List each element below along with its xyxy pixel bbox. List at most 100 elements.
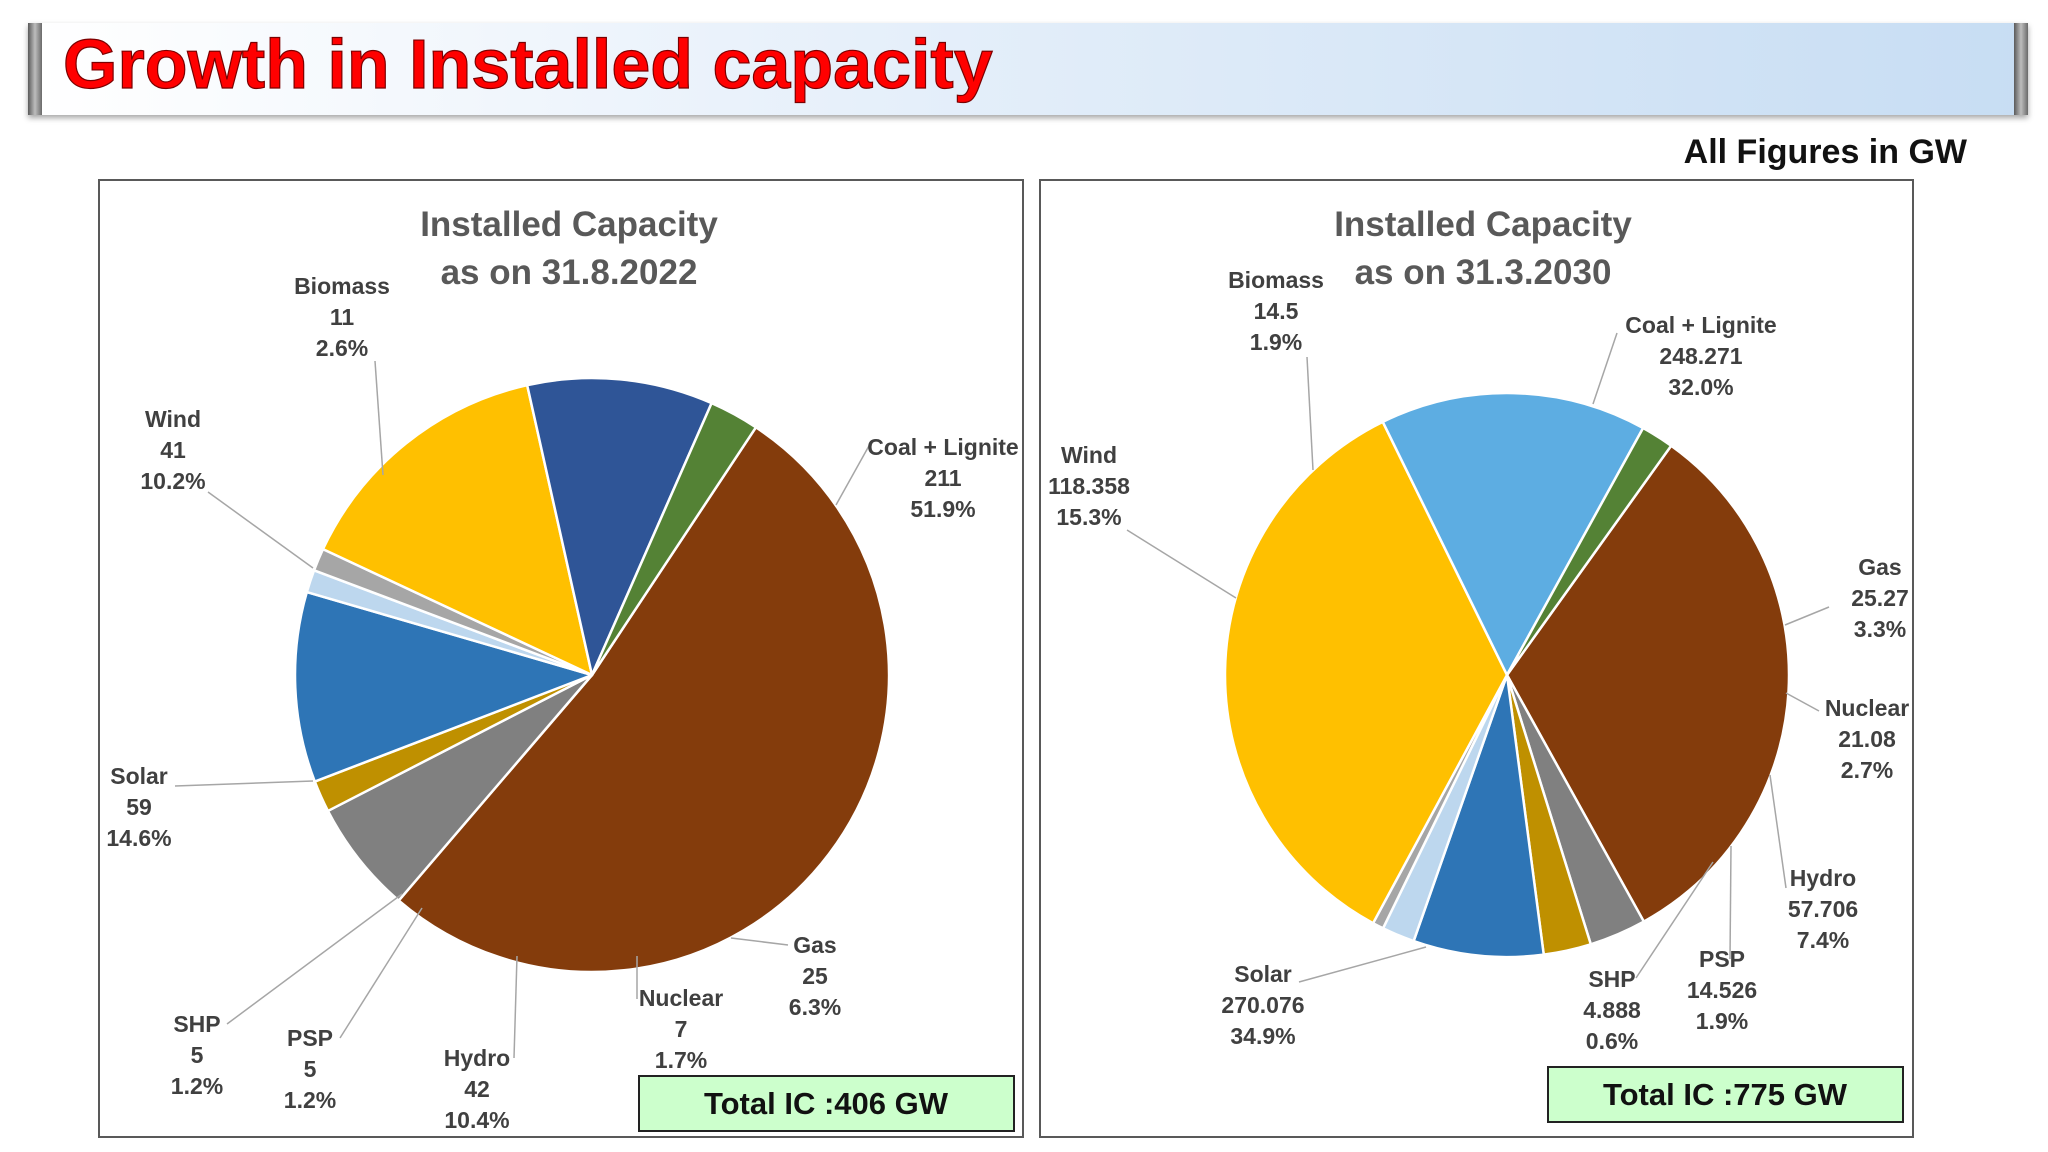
leader-line-wind bbox=[207, 491, 314, 569]
total-box bbox=[1547, 1066, 1904, 1123]
pie-slice-coal-lignite bbox=[397, 426, 891, 974]
slice-label-value-nuclear: 7 bbox=[675, 1016, 688, 1042]
leader-line-gas bbox=[1784, 606, 1830, 626]
slice-label-name-shp: SHP bbox=[1588, 966, 1635, 992]
slice-label-name-hydro: Hydro bbox=[444, 1045, 510, 1071]
leader-line-solar bbox=[174, 780, 314, 787]
chart-title: Installed Capacity bbox=[420, 205, 718, 244]
leader-line-wind bbox=[1126, 529, 1237, 599]
pie-labels-2022: Coal + Lignite 211 51.9% Gas 25 6.3% Nuclear 7 1… bbox=[106, 273, 1018, 1133]
slice-label-name-gas: Gas bbox=[1858, 554, 1901, 580]
leader-line-shp bbox=[226, 893, 403, 1025]
slice-label-value-biomass: 11 bbox=[330, 304, 355, 330]
slice-label-value-hydro: 42 bbox=[464, 1076, 490, 1102]
pie-slice-solar bbox=[321, 383, 594, 677]
page-title: Growth in Installed capacity bbox=[63, 25, 993, 103]
slice-label-percent-shp: 0.6% bbox=[1586, 1028, 1638, 1054]
chart-panel-2030: Installed Capacity as on 31.3.2030 Coal … bbox=[1039, 179, 1914, 1138]
slice-label-value-coal-lignite: 211 bbox=[924, 465, 961, 491]
slice-label-name-biomass: Biomass bbox=[294, 273, 390, 299]
slice-label-name-psp: PSP bbox=[1699, 946, 1745, 972]
pie-labels-2030: Coal + Lignite 248.271 32.0% Gas 25.27 3.3% Nu… bbox=[1048, 267, 1909, 1054]
slice-label-name-psp: PSP bbox=[287, 1025, 333, 1051]
slice-label-name-coal-lignite: Coal + Lignite bbox=[867, 434, 1018, 460]
leader-line-hydro bbox=[1769, 774, 1787, 889]
total-label: Total IC :406 GW bbox=[704, 1086, 949, 1121]
slice-label-value-nuclear: 21.08 bbox=[1838, 726, 1896, 752]
slice-label-value-solar: 59 bbox=[126, 794, 152, 820]
pie-slice-biomass bbox=[1505, 426, 1673, 677]
slice-label-percent-nuclear: 1.7% bbox=[655, 1047, 707, 1073]
slice-label-value-gas: 25 bbox=[802, 963, 828, 989]
slice-label-percent-wind: 15.3% bbox=[1056, 504, 1121, 530]
pie-slice-coal-lignite bbox=[1505, 444, 1791, 923]
slice-label-name-nuclear: Nuclear bbox=[1825, 695, 1909, 721]
total-box bbox=[638, 1075, 1015, 1132]
leader-line-solar bbox=[1298, 946, 1427, 983]
pie-2022 bbox=[293, 376, 891, 974]
slice-label-percent-biomass: 2.6% bbox=[316, 335, 368, 361]
leader-line-coal-lignite bbox=[835, 443, 871, 506]
slice-label-value-hydro: 57.706 bbox=[1788, 896, 1858, 922]
slice-label-value-shp: 5 bbox=[191, 1042, 204, 1068]
slice-label-value-biomass: 14.5 bbox=[1254, 298, 1299, 324]
slice-label-percent-biomass: 1.9% bbox=[1250, 329, 1302, 355]
slice-label-percent-hydro: 10.4% bbox=[444, 1107, 509, 1133]
leader-line-biomass bbox=[374, 360, 384, 476]
pie-slice-biomass bbox=[590, 401, 758, 677]
slice-label-name-hydro: Hydro bbox=[1790, 865, 1856, 891]
leader-line-coal-lignite bbox=[1592, 332, 1618, 405]
leader-line-nuclear bbox=[1785, 692, 1820, 712]
pie-slice-hydro bbox=[293, 590, 594, 783]
slice-label-name-solar: Solar bbox=[1234, 961, 1292, 987]
slice-label-percent-coal-lignite: 51.9% bbox=[910, 496, 975, 522]
slice-label-name-solar: Solar bbox=[110, 763, 168, 789]
chart-panel-2022: Installed Capacity as on 31.8.2022 Coal … bbox=[98, 179, 1024, 1138]
slice-label-percent-psp: 1.9% bbox=[1696, 1008, 1748, 1034]
slice-label-value-wind: 41 bbox=[160, 437, 186, 463]
pie-slice-wind bbox=[525, 376, 713, 677]
slice-label-value-coal-lignite: 248.271 bbox=[1659, 343, 1742, 369]
slice-label-percent-gas: 6.3% bbox=[789, 994, 841, 1020]
slice-label-percent-psp: 1.2% bbox=[284, 1087, 336, 1113]
chart-subtitle: as on 31.8.2022 bbox=[441, 253, 698, 292]
leader-line-psp bbox=[339, 907, 423, 1039]
leader-line-hydro bbox=[513, 955, 518, 1059]
slice-label-percent-gas: 3.3% bbox=[1854, 616, 1906, 642]
pie-slice-hydro bbox=[1412, 673, 1545, 959]
slice-label-percent-wind: 10.2% bbox=[140, 468, 205, 494]
slice-label-value-wind: 118.358 bbox=[1048, 473, 1130, 499]
chart-title: Installed Capacity bbox=[1334, 205, 1632, 244]
leader-line-biomass bbox=[1306, 356, 1314, 471]
leader-line-shp bbox=[1635, 861, 1714, 979]
slice-label-percent-hydro: 7.4% bbox=[1797, 927, 1849, 953]
total-label: Total IC :775 GW bbox=[1603, 1077, 1848, 1112]
slice-label-value-shp: 4.888 bbox=[1583, 997, 1641, 1023]
slice-label-name-wind: Wind bbox=[1061, 442, 1117, 468]
slice-label-value-psp: 14.526 bbox=[1687, 977, 1757, 1003]
slice-label-percent-coal-lignite: 32.0% bbox=[1668, 374, 1733, 400]
slice-label-value-gas: 25.27 bbox=[1851, 585, 1909, 611]
pie-2030 bbox=[1223, 391, 1791, 959]
leader-line-gas bbox=[730, 937, 789, 946]
slice-label-percent-solar: 14.6% bbox=[106, 825, 171, 851]
slice-label-value-psp: 5 bbox=[304, 1056, 317, 1082]
units-note: All Figures in GW bbox=[1684, 133, 1968, 171]
slice-label-percent-shp: 1.2% bbox=[171, 1073, 223, 1099]
pie-slice-gas bbox=[326, 673, 594, 902]
slice-label-name-nuclear: Nuclear bbox=[639, 985, 723, 1011]
slice-label-percent-solar: 34.9% bbox=[1230, 1023, 1295, 1049]
slice-label-name-biomass: Biomass bbox=[1228, 267, 1324, 293]
pie-slice-wind bbox=[1381, 391, 1645, 677]
slice-label-name-gas: Gas bbox=[793, 932, 836, 958]
slice-label-value-solar: 270.076 bbox=[1221, 992, 1304, 1018]
slice-label-name-wind: Wind bbox=[145, 406, 201, 432]
title-banner: Growth in Installed capacity bbox=[28, 23, 2028, 115]
slice-label-name-shp: SHP bbox=[173, 1011, 220, 1037]
slice-label-percent-nuclear: 2.7% bbox=[1841, 757, 1893, 783]
slice-label-name-coal-lignite: Coal + Lignite bbox=[1625, 312, 1776, 338]
leader-line-psp bbox=[1729, 845, 1732, 960]
chart-subtitle: as on 31.3.2030 bbox=[1355, 253, 1612, 292]
